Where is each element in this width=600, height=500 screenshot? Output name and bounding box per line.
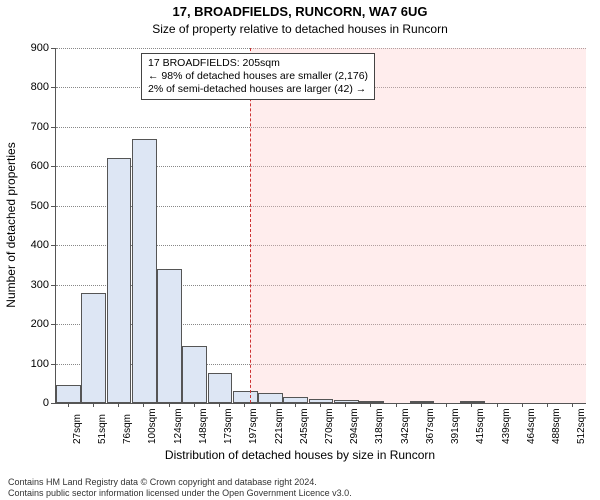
- x-tick-mark: [244, 403, 245, 407]
- x-tick-label: 51sqm: [97, 414, 108, 444]
- x-tick-label: 148sqm: [198, 408, 209, 444]
- y-tick-label: 400: [9, 239, 49, 251]
- y-tick-mark: [51, 403, 55, 404]
- x-tick-mark: [320, 403, 321, 407]
- x-tick-mark: [295, 403, 296, 407]
- x-tick-label: 27sqm: [72, 414, 83, 444]
- x-tick-label: 76sqm: [122, 414, 133, 444]
- annotation-line: 2% of semi-detached houses are larger (4…: [148, 83, 368, 96]
- x-tick-label: 415sqm: [475, 408, 486, 444]
- chart-plot-area: 17 BROADFIELDS: 205sqm← 98% of detached …: [55, 48, 586, 404]
- x-tick-mark: [194, 403, 195, 407]
- histogram-bar: [208, 373, 233, 403]
- y-tick-mark: [51, 48, 55, 49]
- x-tick-mark: [396, 403, 397, 407]
- annotation-box: 17 BROADFIELDS: 205sqm← 98% of detached …: [141, 53, 375, 100]
- x-tick-label: 367sqm: [425, 408, 436, 444]
- x-tick-mark: [522, 403, 523, 407]
- x-tick-label: 391sqm: [450, 408, 461, 444]
- x-tick-mark: [270, 403, 271, 407]
- y-tick-mark: [51, 324, 55, 325]
- page-subtitle: Size of property relative to detached ho…: [0, 22, 600, 36]
- x-tick-label: 245sqm: [299, 408, 310, 444]
- x-tick-label: 439sqm: [501, 408, 512, 444]
- y-tick-mark: [51, 87, 55, 88]
- x-tick-mark: [143, 403, 144, 407]
- x-tick-mark: [219, 403, 220, 407]
- footer-line: Contains public sector information licen…: [8, 488, 352, 498]
- x-tick-label: 488sqm: [551, 408, 562, 444]
- marker-highlight-band: [250, 48, 586, 403]
- property-size-marker-line: [250, 48, 251, 403]
- y-tick-label: 200: [9, 318, 49, 330]
- y-tick-label: 100: [9, 358, 49, 370]
- annotation-line: ← 98% of detached houses are smaller (2,…: [148, 70, 368, 83]
- histogram-bar: [283, 397, 308, 403]
- x-tick-mark: [370, 403, 371, 407]
- histogram-bar: [56, 385, 81, 403]
- y-tick-label: 900: [9, 42, 49, 54]
- x-tick-mark: [446, 403, 447, 407]
- histogram-bar: [182, 346, 207, 403]
- x-tick-mark: [471, 403, 472, 407]
- y-tick-label: 800: [9, 81, 49, 93]
- x-tick-label: 294sqm: [349, 408, 360, 444]
- x-tick-mark: [169, 403, 170, 407]
- y-tick-mark: [51, 245, 55, 246]
- x-tick-label: 100sqm: [147, 408, 158, 444]
- histogram-bar: [233, 391, 258, 403]
- y-tick-mark: [51, 127, 55, 128]
- histogram-bar: [410, 401, 435, 403]
- x-tick-mark: [345, 403, 346, 407]
- histogram-bar: [132, 139, 157, 403]
- histogram-bar: [258, 393, 283, 403]
- histogram-bar: [81, 293, 106, 403]
- x-tick-mark: [497, 403, 498, 407]
- footer-line: Contains HM Land Registry data © Crown c…: [8, 477, 352, 487]
- y-tick-label: 0: [9, 397, 49, 409]
- x-tick-mark: [421, 403, 422, 407]
- y-tick-mark: [51, 206, 55, 207]
- histogram-bar: [157, 269, 182, 403]
- x-tick-label: 124sqm: [173, 408, 184, 444]
- histogram-bar: [359, 401, 384, 403]
- y-tick-label: 700: [9, 121, 49, 133]
- footer-attribution: Contains HM Land Registry data © Crown c…: [8, 477, 352, 498]
- histogram-bar: [107, 158, 132, 403]
- x-tick-mark: [547, 403, 548, 407]
- x-tick-mark: [68, 403, 69, 407]
- x-axis-label: Distribution of detached houses by size …: [0, 448, 600, 462]
- x-tick-label: 270sqm: [324, 408, 335, 444]
- x-tick-mark: [93, 403, 94, 407]
- x-tick-mark: [572, 403, 573, 407]
- y-tick-label: 600: [9, 160, 49, 172]
- y-tick-mark: [51, 285, 55, 286]
- y-tick-label: 300: [9, 279, 49, 291]
- annotation-line: 17 BROADFIELDS: 205sqm: [148, 57, 368, 70]
- page-title: 17, BROADFIELDS, RUNCORN, WA7 6UG: [0, 4, 600, 19]
- x-tick-label: 342sqm: [400, 408, 411, 444]
- x-tick-label: 464sqm: [526, 408, 537, 444]
- x-tick-label: 512sqm: [576, 408, 587, 444]
- x-tick-label: 173sqm: [223, 408, 234, 444]
- x-tick-label: 221sqm: [274, 408, 285, 444]
- y-tick-mark: [51, 364, 55, 365]
- x-tick-label: 318sqm: [374, 408, 385, 444]
- y-tick-label: 500: [9, 200, 49, 212]
- x-tick-label: 197sqm: [248, 408, 259, 444]
- y-tick-mark: [51, 166, 55, 167]
- x-tick-mark: [118, 403, 119, 407]
